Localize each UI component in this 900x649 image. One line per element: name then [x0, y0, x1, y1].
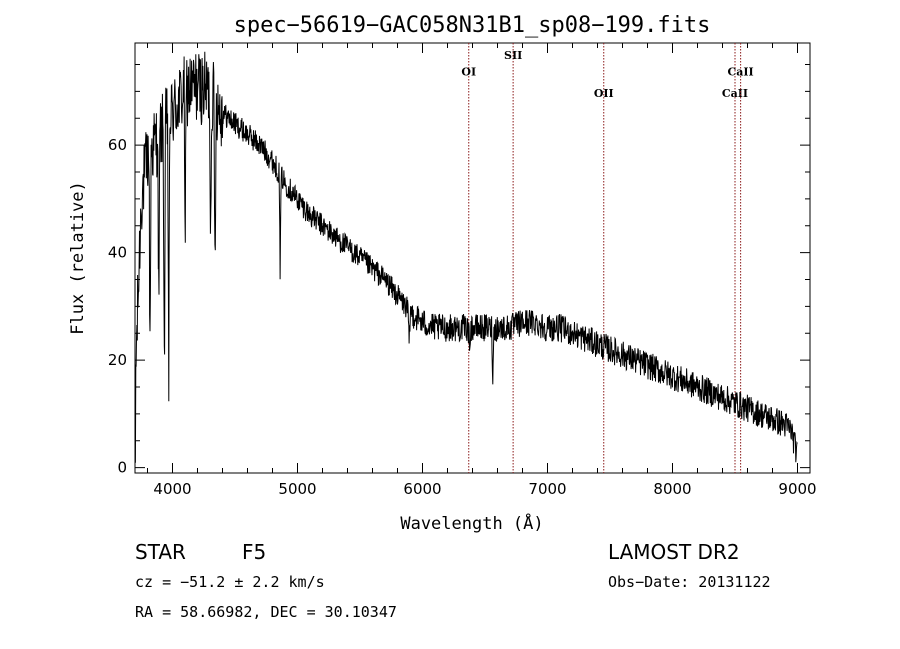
x-tick-label: 5000: [278, 480, 316, 498]
line-marker-label: SII: [504, 49, 522, 62]
line-marker-label: OI: [461, 65, 476, 78]
spectral-line-markers: OI SII OII CaII CaII: [461, 43, 754, 473]
line-marker-label: CaII: [722, 87, 748, 100]
redshift-text: cz = −51.2 ± 2.2 km/s: [135, 573, 325, 591]
chart-title: spec−56619−GAC058N31B1_sp08−199.fits: [234, 13, 711, 38]
x-tick-label: 4000: [153, 480, 191, 498]
x-tick-label: 7000: [528, 480, 566, 498]
y-tick-label: 60: [108, 136, 127, 154]
axis-ticks: [135, 43, 810, 473]
spectrum-line: [134, 51, 798, 463]
coordinates-text: RA = 58.66982, DEC = 30.10347: [135, 603, 397, 621]
y-axis-label: Flux (relative): [68, 181, 88, 335]
object-subclass: F5: [242, 540, 267, 564]
line-marker-label: CaII: [728, 65, 754, 78]
x-tick-label: 6000: [403, 480, 441, 498]
x-tick-label: 8000: [653, 480, 691, 498]
survey-name: LAMOST DR2: [608, 540, 740, 564]
x-tick-label: 9000: [778, 480, 816, 498]
x-axis-label: Wavelength (Å): [400, 512, 543, 534]
tick-labels: 4000 5000 6000 7000 8000 9000 0 20 40 60: [108, 136, 817, 498]
object-class: STAR: [135, 540, 186, 564]
obs-date-text: Obs−Date: 20131122: [608, 573, 771, 591]
line-marker-label: OII: [594, 87, 614, 100]
y-tick-label: 40: [108, 244, 127, 262]
plot-frame: [134, 42, 811, 474]
y-tick-label: 0: [117, 459, 127, 477]
y-tick-label: 20: [108, 351, 127, 369]
